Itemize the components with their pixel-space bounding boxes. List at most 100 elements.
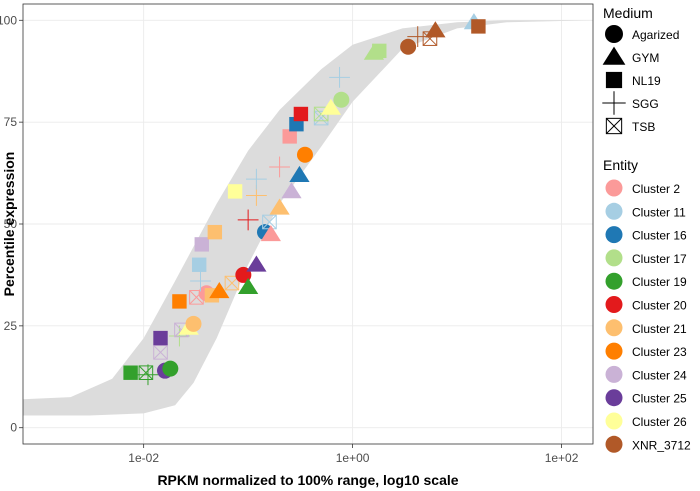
data-point-cluster-24-square	[194, 237, 209, 252]
data-point-cluster-19-triangle	[238, 277, 259, 295]
y-tick-label: 75	[4, 115, 18, 129]
legend-key-circle	[605, 249, 623, 267]
legend-medium-item-agarized: Agarized	[605, 25, 679, 43]
legend-key-triangle	[602, 46, 626, 65]
data-point-cluster-19-circle	[162, 360, 179, 377]
data-point-cluster-11-square	[191, 257, 207, 272]
legend-medium: Medium Agarized GYM NL19 SGG TSB	[602, 5, 679, 135]
legend-key-circle	[605, 296, 623, 313]
legend-entity-item-cluster-16: Cluster 16	[605, 226, 687, 244]
reference-band	[23, 20, 593, 416]
x-axis-ticks: 1e-02 1e+00 1e+02	[128, 444, 579, 465]
legend-entity-item-cluster-19: Cluster 19	[605, 272, 687, 290]
legend-medium-item-nl19: NL19	[605, 71, 661, 89]
legend-medium-label: GYM	[632, 51, 659, 65]
data-point-cluster-2-square	[282, 129, 297, 144]
data-point-cluster-20-square	[293, 106, 309, 122]
data-point-xnr-3712-triangle	[425, 21, 446, 38]
legend-key-circle	[605, 226, 623, 244]
data-point-cluster-23-circle	[296, 146, 313, 163]
data-point-cluster-19-boxx	[138, 365, 154, 381]
legend-entity-label: Cluster 23	[632, 345, 687, 359]
data-point-cluster-19-square	[123, 365, 138, 380]
legend-entity-label: Cluster 21	[632, 322, 687, 336]
data-point-cluster-21-circle	[185, 315, 202, 332]
legend-key-circle	[605, 319, 623, 337]
data-point-cluster-21-square	[207, 224, 223, 240]
data-point-cluster-24-boxx	[153, 345, 168, 360]
data-point-cluster-25-square	[153, 330, 168, 346]
legend-medium-label: TSB	[632, 120, 655, 134]
legend-entity: Entity Cluster 2 Cluster 11 Cluster 16 Clus…	[603, 157, 691, 453]
data-point-cluster-20-plus	[237, 209, 259, 231]
data-point-cluster-17-plus	[169, 325, 190, 347]
legend-medium-label: SGG	[632, 97, 659, 111]
legend-entity-item-xnr-3712: XNR_3712	[605, 435, 691, 453]
legend-medium-item-gym: GYM	[602, 46, 659, 65]
legend-medium-item-tsb: TSB	[605, 117, 655, 135]
legend-key-circle	[605, 412, 623, 430]
data-point-cluster-23-triangle	[209, 282, 230, 299]
legend-medium-label: Agarized	[632, 28, 679, 42]
data-point-cluster-11-plus	[190, 270, 211, 292]
legend-medium-title: Medium	[603, 5, 653, 21]
legend-key-circle	[605, 202, 623, 220]
legend-key-circle	[605, 342, 623, 360]
legend-entity-label: Cluster 19	[632, 275, 687, 289]
data-point-cluster-17-circle	[333, 91, 350, 108]
data-point-cluster-17-square	[372, 43, 387, 59]
data-point-cluster-23-square	[172, 294, 187, 309]
legend-entity-label: Cluster 2	[632, 182, 680, 196]
legend-entity-title: Entity	[603, 157, 638, 173]
data-point-xnr-3712-square	[471, 19, 486, 34]
data-point-xnr-3712-plus	[407, 26, 429, 47]
y-tick-label: 100	[0, 13, 17, 27]
x-axis-label: RPKM normalized to 100% range, log10 sca…	[157, 472, 458, 488]
legend-key-circle	[605, 365, 623, 383]
data-point-cluster-21-triangle	[269, 198, 290, 215]
legend-entity-item-cluster-2: Cluster 2	[605, 179, 680, 197]
data-point-cluster-26-triangle	[320, 98, 342, 115]
legend-entity-label: Cluster 11	[632, 205, 686, 219]
y-tick-label: 0	[10, 421, 17, 435]
x-tick-label: 1e+02	[545, 451, 579, 465]
x-tick-label: 1e+00	[336, 451, 370, 465]
legend-entity-item-cluster-24: Cluster 24	[605, 365, 687, 383]
legend-key-boxx	[605, 117, 623, 135]
legend-key-plus	[602, 91, 626, 115]
legend-entity-label: Cluster 16	[632, 229, 687, 243]
y-axis-ticks: 0 25 50 75 100	[0, 13, 23, 435]
legend-key-circle	[605, 435, 623, 453]
legend-entity-item-cluster-26: Cluster 26	[605, 412, 687, 430]
grid-lines	[23, 4, 593, 444]
legend-entity-item-cluster-11: Cluster 11	[605, 202, 686, 220]
data-point-cluster-2-plus	[269, 156, 290, 178]
legend-key-circle	[605, 272, 623, 290]
legend-key-circle	[605, 25, 623, 43]
data-point-cluster-2-triangle	[260, 224, 281, 242]
legend-entity-label: Cluster 20	[632, 299, 687, 313]
legend-entity-label: Cluster 25	[632, 392, 687, 406]
legend-entity-item-cluster-23: Cluster 23	[605, 342, 687, 360]
data-point-cluster-25-triangle	[246, 255, 267, 272]
data-point-cluster-11-plus	[329, 66, 350, 88]
x-tick-label: 1e-02	[128, 451, 159, 465]
legend-entity-item-cluster-25: Cluster 25	[605, 389, 687, 407]
legend-medium-item-sgg: SGG	[602, 91, 659, 115]
data-point-cluster-11-plus	[246, 168, 267, 190]
legend-key-circle	[605, 389, 623, 407]
data-point-xnr-3712-circle	[400, 38, 417, 55]
legend-key-circle	[605, 179, 623, 197]
data-point-cluster-26-square	[227, 184, 243, 199]
data-points	[123, 13, 486, 386]
legend-key-square	[605, 71, 623, 89]
legend-entity-label: Cluster 17	[632, 252, 687, 266]
legend-medium-label: NL19	[632, 74, 661, 88]
legend-entity-label: Cluster 26	[632, 415, 687, 429]
legend-entity-label: Cluster 24	[632, 368, 687, 382]
legend-entity-item-cluster-20: Cluster 20	[605, 296, 687, 313]
legend-entity-label: XNR_3712	[632, 438, 691, 452]
y-tick-label: 25	[4, 319, 18, 333]
data-point-cluster-16-triangle	[289, 165, 310, 183]
